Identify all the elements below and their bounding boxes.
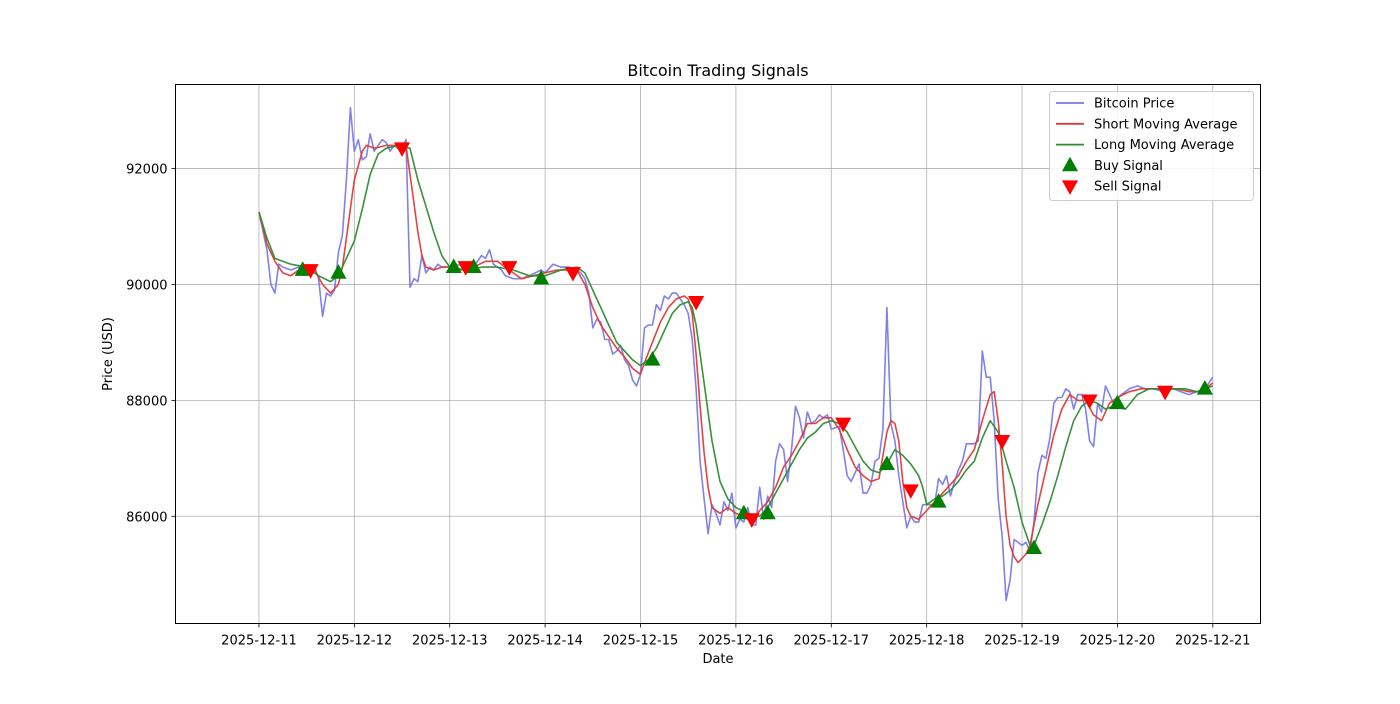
x-axis-label: Date <box>702 652 733 667</box>
sell-signal-marker <box>994 435 1011 450</box>
sell-signal-marker <box>1157 385 1174 401</box>
sell-signal-marker <box>393 142 411 157</box>
sell-signal-marker <box>902 484 919 499</box>
y-tick-label: 88000 <box>126 394 167 409</box>
buy-signal-marker <box>330 264 347 279</box>
x-tick-label: 2025-12-21 <box>1175 634 1251 649</box>
legend-label: Sell Signal <box>1094 180 1162 195</box>
x-tick-label: 2025-12-11 <box>221 634 297 649</box>
x-tick-label: 2025-12-15 <box>603 634 679 649</box>
x-tick-label: 2025-12-19 <box>984 634 1060 649</box>
short-moving-average-line <box>258 144 1214 564</box>
buy-signal-marker <box>533 269 550 285</box>
buy-signal-marker <box>878 455 895 470</box>
chart-title: Bitcoin Trading Signals <box>627 61 808 80</box>
signal-markers <box>294 142 1213 555</box>
sell-signal-marker <box>1081 394 1098 410</box>
buy-signal-marker <box>1025 539 1043 555</box>
legend-label: Short Moving Average <box>1094 117 1238 132</box>
long-moving-average-line <box>258 144 1214 547</box>
sell-signal-marker <box>688 295 705 311</box>
buy-signal-marker <box>644 351 661 366</box>
buy-signal-marker <box>930 493 947 508</box>
y-tick-label: 90000 <box>126 278 167 293</box>
buy-signal-marker <box>294 261 311 276</box>
x-tick-label: 2025-12-13 <box>412 634 488 649</box>
sell-signal-marker <box>457 261 474 276</box>
x-tick-label: 2025-12-20 <box>1080 634 1156 649</box>
plot-frame <box>175 84 1261 624</box>
x-tick-label: 2025-12-14 <box>507 634 583 649</box>
legend-box <box>1049 91 1254 201</box>
sell-signal-marker <box>743 513 760 528</box>
series-lines <box>258 106 1214 602</box>
axes: 2025-12-11 2025-12-12 2025-12-13 2025-12-14… <box>126 163 1250 649</box>
x-tick-label: 2025-12-12 <box>317 634 393 649</box>
x-tick-label: 2025-12-16 <box>698 634 774 649</box>
x-tick-label: 2025-12-17 <box>793 634 869 649</box>
legend-label: Long Moving Average <box>1094 138 1234 153</box>
sell-signal-marker <box>564 266 581 282</box>
legend-label: Buy Signal <box>1094 159 1163 174</box>
y-axis-label: Price (USD) <box>101 317 116 391</box>
legend: Bitcoin Price Short Moving Average Long Mo… <box>1049 91 1254 201</box>
y-tick-label: 86000 <box>126 510 167 525</box>
legend-label: Bitcoin Price <box>1094 97 1174 112</box>
bitcoin-price-line <box>258 106 1214 602</box>
legend-swatch <box>1061 180 1079 195</box>
buy-signal-marker <box>465 258 482 273</box>
buy-signal-marker <box>445 258 462 273</box>
legend-swatch <box>1061 156 1079 172</box>
sell-signal-marker <box>501 261 518 276</box>
grid-lines <box>175 84 1261 624</box>
buy-signal-marker <box>759 504 776 520</box>
x-tick-label: 2025-12-18 <box>889 634 965 649</box>
sell-signal-marker <box>835 417 852 433</box>
sell-signal-marker <box>302 264 319 279</box>
y-tick-label: 92000 <box>126 163 167 178</box>
buy-signal-marker <box>1109 394 1126 410</box>
buy-signal-marker <box>1196 380 1213 395</box>
